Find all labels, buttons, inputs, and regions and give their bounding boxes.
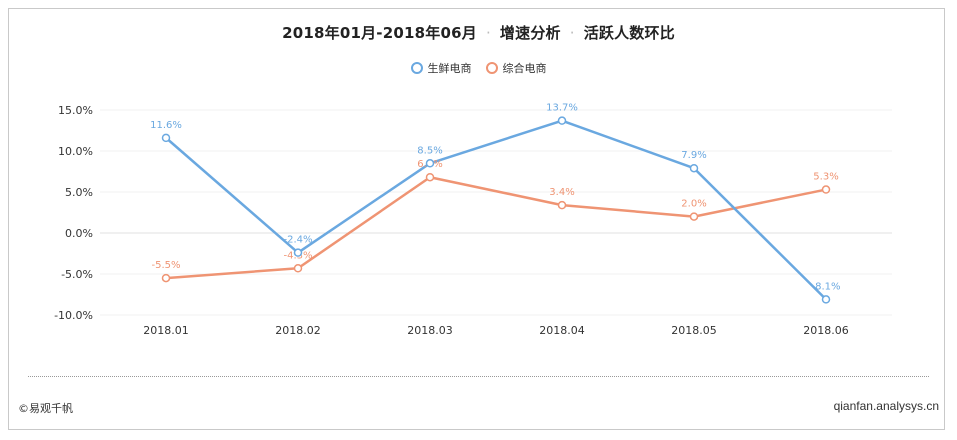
data-label-series-1: 8.5%	[417, 145, 442, 156]
chart-frame	[8, 8, 945, 430]
data-label-series-1: 11.6%	[150, 120, 182, 131]
y-tick-label: 0.0%	[65, 227, 93, 240]
source-credit: ©易观千帆	[18, 402, 73, 415]
x-tick-label: 2018.05	[671, 324, 717, 337]
data-label-series-2: -5.5%	[151, 260, 180, 271]
y-tick-label: -10.0%	[54, 309, 93, 322]
data-label-series-1: 7.9%	[681, 150, 706, 161]
data-point-series-1	[557, 116, 567, 125]
data-point-series-2	[293, 264, 303, 273]
data-point-series-2	[689, 212, 699, 221]
data-label-series-2: 2.0%	[681, 199, 706, 210]
data-point-series-2	[821, 185, 831, 194]
x-tick-label: 2018.01	[143, 324, 189, 337]
legend-marker-series2	[485, 62, 498, 74]
legend-item-series2[interactable]: 综合电商	[485, 60, 547, 76]
data-point-series-2	[161, 273, 171, 283]
data-label-series-2: 5.3%	[813, 172, 838, 183]
title-part1: 增速分析	[499, 24, 561, 42]
y-tick-label: 5.0%	[65, 186, 93, 199]
data-point-series-2	[425, 172, 435, 182]
legend-item-series1[interactable]: 生鲜电商	[410, 60, 472, 76]
footer-divider	[28, 376, 929, 377]
data-point-series-2	[557, 200, 567, 210]
data-point-series-1	[293, 248, 303, 257]
legend: 生鲜电商 综合电商	[0, 60, 957, 76]
title-period: 2018年01月-2018年06月	[282, 24, 477, 42]
data-point-series-1	[425, 159, 435, 168]
data-label-series-1: 13.7%	[546, 103, 578, 114]
legend-label-series2: 综合电商	[502, 62, 547, 75]
x-tick-label: 2018.03	[407, 324, 453, 337]
y-tick-label: 10.0%	[58, 145, 93, 158]
legend-label-series1: 生鲜电商	[427, 62, 472, 75]
data-point-series-1	[689, 163, 699, 173]
series-line-1	[165, 119, 827, 301]
data-label-series-1: -8.1%	[811, 281, 840, 292]
legend-marker-series1	[410, 62, 423, 74]
x-tick-label: 2018.02	[275, 324, 321, 337]
data-point-series-1	[821, 295, 831, 304]
data-label-series-1: -2.4%	[283, 235, 312, 246]
y-tick-label: 15.0%	[58, 104, 93, 117]
x-tick-label: 2018.06	[803, 324, 849, 337]
site-url[interactable]: qianfan.analysys.cn	[833, 399, 939, 413]
data-label-series-2: 3.4%	[549, 187, 574, 198]
chart-title: 2018年01月-2018年06月 · 增速分析 · 活跃人数环比	[0, 22, 957, 43]
x-tick-label: 2018.04	[539, 324, 585, 337]
data-point-series-1	[161, 133, 171, 143]
series-line-2	[165, 175, 827, 280]
title-separator: ·	[485, 24, 491, 42]
title-part2: 活跃人数环比	[583, 24, 675, 42]
title-separator: ·	[569, 24, 575, 42]
y-tick-label: -5.0%	[61, 268, 93, 281]
